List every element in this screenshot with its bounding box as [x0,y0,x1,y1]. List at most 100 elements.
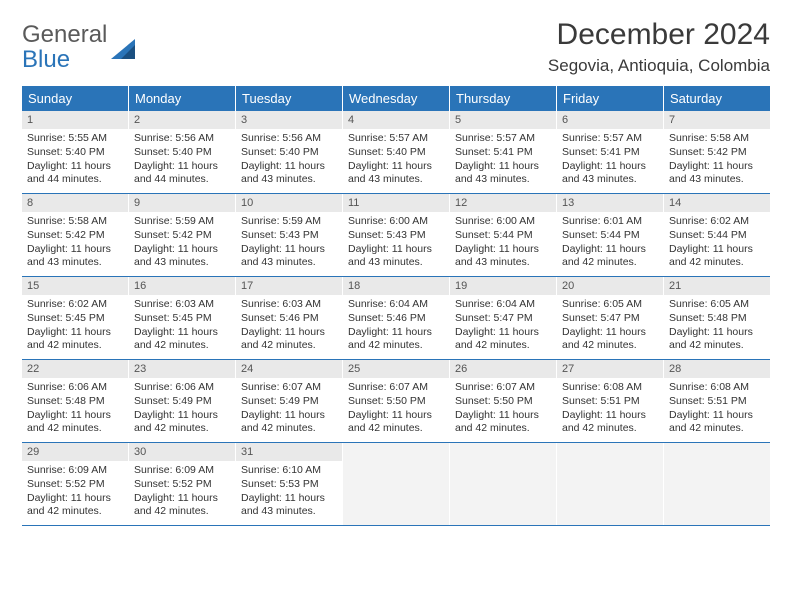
daylight-line: Daylight: 11 hours and 42 minutes. [348,409,444,436]
daylight-line: Daylight: 11 hours and 42 minutes. [562,409,658,436]
sunrise-line: Sunrise: 5:57 AM [348,132,444,146]
sunset-line: Sunset: 5:49 PM [241,395,337,409]
daylight-line: Daylight: 11 hours and 42 minutes. [455,326,551,353]
day-cell-body: Sunrise: 6:08 AMSunset: 5:51 PMDaylight:… [664,378,770,441]
sunset-line: Sunset: 5:44 PM [455,229,551,243]
daylight-line: Daylight: 11 hours and 43 minutes. [134,243,230,270]
day-cell: 26Sunrise: 6:07 AMSunset: 5:50 PMDayligh… [450,360,557,442]
day-number: 15 [22,277,128,295]
sunrise-line: Sunrise: 6:00 AM [455,215,551,229]
sunrise-line: Sunrise: 5:56 AM [134,132,230,146]
day-cell-body: Sunrise: 6:00 AMSunset: 5:43 PMDaylight:… [343,212,449,275]
day-number: 13 [557,194,663,212]
day-cell-body: Sunrise: 6:04 AMSunset: 5:47 PMDaylight:… [450,295,556,358]
sunrise-line: Sunrise: 6:00 AM [348,215,444,229]
sunrise-line: Sunrise: 5:58 AM [27,215,123,229]
day-cell [450,443,557,525]
daylight-line: Daylight: 11 hours and 43 minutes. [348,160,444,187]
sunset-line: Sunset: 5:42 PM [669,146,765,160]
sunset-line: Sunset: 5:53 PM [241,478,337,492]
sunset-line: Sunset: 5:46 PM [348,312,444,326]
daylight-line: Daylight: 11 hours and 42 minutes. [27,492,123,519]
daylight-line: Daylight: 11 hours and 43 minutes. [455,243,551,270]
day-number: 21 [664,277,770,295]
day-cell: 9Sunrise: 5:59 AMSunset: 5:42 PMDaylight… [129,194,236,276]
week-row: 29Sunrise: 6:09 AMSunset: 5:52 PMDayligh… [22,443,770,526]
week-row: 1Sunrise: 5:55 AMSunset: 5:40 PMDaylight… [22,111,770,194]
day-cell [343,443,450,525]
sunrise-line: Sunrise: 6:07 AM [455,381,551,395]
sunset-line: Sunset: 5:41 PM [455,146,551,160]
day-cell: 27Sunrise: 6:08 AMSunset: 5:51 PMDayligh… [557,360,664,442]
sunset-line: Sunset: 5:47 PM [455,312,551,326]
logo: General Blue [22,22,139,72]
day-cell: 18Sunrise: 6:04 AMSunset: 5:46 PMDayligh… [343,277,450,359]
day-number: 18 [343,277,449,295]
sunset-line: Sunset: 5:48 PM [27,395,123,409]
day-number: 31 [236,443,342,461]
sunset-line: Sunset: 5:44 PM [669,229,765,243]
day-cell: 31Sunrise: 6:10 AMSunset: 5:53 PMDayligh… [236,443,343,525]
sunset-line: Sunset: 5:40 PM [27,146,123,160]
day-cell: 1Sunrise: 5:55 AMSunset: 5:40 PMDaylight… [22,111,129,193]
title-block: December 2024 Segovia, Antioquia, Colomb… [548,18,770,76]
day-cell-body: Sunrise: 6:07 AMSunset: 5:49 PMDaylight:… [236,378,342,441]
day-cell: 25Sunrise: 6:07 AMSunset: 5:50 PMDayligh… [343,360,450,442]
day-number: 19 [450,277,556,295]
day-cell: 13Sunrise: 6:01 AMSunset: 5:44 PMDayligh… [557,194,664,276]
sunrise-line: Sunrise: 6:04 AM [348,298,444,312]
day-cell-body: Sunrise: 6:07 AMSunset: 5:50 PMDaylight:… [450,378,556,441]
sunset-line: Sunset: 5:42 PM [134,229,230,243]
day-number: 24 [236,360,342,378]
day-cell-body: Sunrise: 5:56 AMSunset: 5:40 PMDaylight:… [129,129,235,192]
day-cell-body: Sunrise: 5:57 AMSunset: 5:41 PMDaylight:… [557,129,663,192]
day-cell: 10Sunrise: 5:59 AMSunset: 5:43 PMDayligh… [236,194,343,276]
location: Segovia, Antioquia, Colombia [548,56,770,76]
day-cell: 22Sunrise: 6:06 AMSunset: 5:48 PMDayligh… [22,360,129,442]
sunrise-line: Sunrise: 6:08 AM [669,381,765,395]
day-number: 16 [129,277,235,295]
day-cell: 24Sunrise: 6:07 AMSunset: 5:49 PMDayligh… [236,360,343,442]
day-cell: 28Sunrise: 6:08 AMSunset: 5:51 PMDayligh… [664,360,770,442]
sunrise-line: Sunrise: 6:09 AM [27,464,123,478]
day-header: Thursday [450,86,557,111]
day-cell [557,443,664,525]
sunrise-line: Sunrise: 5:58 AM [669,132,765,146]
daylight-line: Daylight: 11 hours and 42 minutes. [241,409,337,436]
daylight-line: Daylight: 11 hours and 44 minutes. [134,160,230,187]
day-cell: 30Sunrise: 6:09 AMSunset: 5:52 PMDayligh… [129,443,236,525]
daylight-line: Daylight: 11 hours and 43 minutes. [241,243,337,270]
sunset-line: Sunset: 5:46 PM [241,312,337,326]
day-number: 7 [664,111,770,129]
sunset-line: Sunset: 5:41 PM [562,146,658,160]
day-cell-body: Sunrise: 6:02 AMSunset: 5:45 PMDaylight:… [22,295,128,358]
sunrise-line: Sunrise: 5:55 AM [27,132,123,146]
sunrise-line: Sunrise: 5:57 AM [455,132,551,146]
day-number: 1 [22,111,128,129]
daylight-line: Daylight: 11 hours and 42 minutes. [562,243,658,270]
day-number: 26 [450,360,556,378]
day-number: 2 [129,111,235,129]
daylight-line: Daylight: 11 hours and 43 minutes. [241,160,337,187]
sunrise-line: Sunrise: 6:09 AM [134,464,230,478]
day-number: 28 [664,360,770,378]
daylight-line: Daylight: 11 hours and 42 minutes. [134,326,230,353]
day-cell: 21Sunrise: 6:05 AMSunset: 5:48 PMDayligh… [664,277,770,359]
sunrise-line: Sunrise: 6:05 AM [562,298,658,312]
sunset-line: Sunset: 5:43 PM [348,229,444,243]
sunrise-line: Sunrise: 6:05 AM [669,298,765,312]
month-title: December 2024 [548,18,770,52]
sunrise-line: Sunrise: 6:03 AM [241,298,337,312]
day-cell: 29Sunrise: 6:09 AMSunset: 5:52 PMDayligh… [22,443,129,525]
sunrise-line: Sunrise: 6:06 AM [27,381,123,395]
day-number: 3 [236,111,342,129]
sunset-line: Sunset: 5:40 PM [241,146,337,160]
day-number: 14 [664,194,770,212]
daylight-line: Daylight: 11 hours and 42 minutes. [669,243,765,270]
day-number: 23 [129,360,235,378]
day-number: 27 [557,360,663,378]
calendar-body: 1Sunrise: 5:55 AMSunset: 5:40 PMDaylight… [22,111,770,526]
day-cell: 8Sunrise: 5:58 AMSunset: 5:42 PMDaylight… [22,194,129,276]
day-cell: 5Sunrise: 5:57 AMSunset: 5:41 PMDaylight… [450,111,557,193]
daylight-line: Daylight: 11 hours and 42 minutes. [27,326,123,353]
